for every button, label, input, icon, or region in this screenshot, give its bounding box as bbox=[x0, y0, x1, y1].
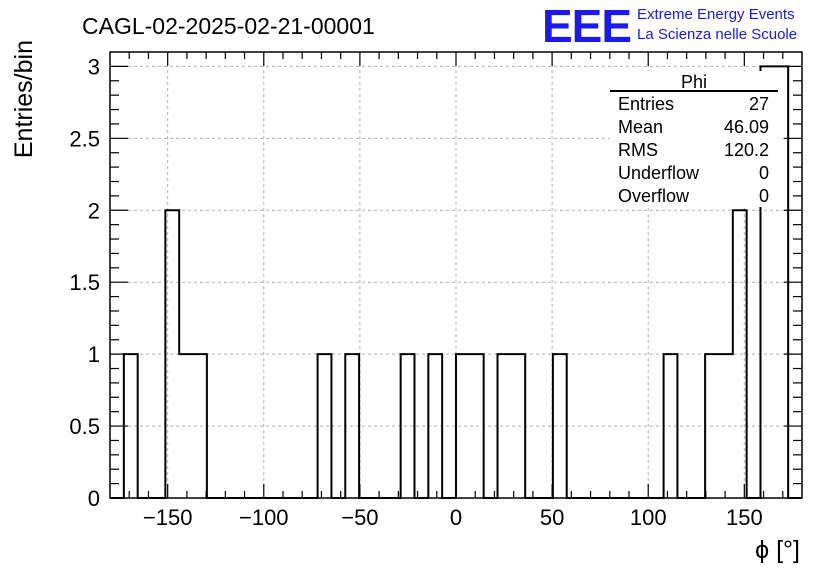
x-tick-label: 50 bbox=[540, 505, 564, 530]
axis-ticks bbox=[110, 52, 802, 498]
y-tick-label: 2 bbox=[88, 198, 100, 223]
logo-line-1: Extreme Energy Events bbox=[637, 6, 795, 23]
x-tick-label: 100 bbox=[630, 505, 667, 530]
y-tick-labels: 0 0.5 1 1.5 2 2.5 3 bbox=[69, 54, 100, 511]
stats-rows: Entries 27 Mean 46.09 RMS 120.2 Underflow 0 Over… bbox=[618, 94, 769, 206]
stats-row-value: 120.2 bbox=[724, 140, 769, 160]
stats-row-value: 27 bbox=[749, 94, 769, 114]
stats-row-label: Overflow bbox=[618, 186, 690, 206]
eee-logo: EEE Extreme Energy Events La Scienza nel… bbox=[542, 0, 797, 52]
y-tick-label: 1.5 bbox=[69, 270, 100, 295]
x-tick-label: −50 bbox=[341, 505, 378, 530]
stats-box-title: Phi bbox=[681, 72, 707, 92]
y-tick-label: 3 bbox=[88, 54, 100, 79]
stats-row-label: Mean bbox=[618, 117, 663, 137]
x-axis-label: ϕ [°] bbox=[755, 536, 800, 564]
histogram-bin bbox=[498, 354, 512, 498]
stats-row-label: RMS bbox=[618, 140, 658, 160]
y-tick-label: 0 bbox=[88, 486, 100, 511]
y-tick-label: 0.5 bbox=[69, 414, 100, 439]
stats-box: Phi Entries 27 Mean 46.09 RMS 120.2 Underflow 0… bbox=[610, 71, 778, 207]
stats-row-value: 0 bbox=[759, 163, 769, 183]
x-tick-label: −100 bbox=[239, 505, 289, 530]
logo-mark: EEE bbox=[542, 0, 631, 52]
y-tick-label: 2.5 bbox=[69, 126, 100, 151]
stats-row-label: Entries bbox=[618, 94, 674, 114]
plot-frame bbox=[109, 51, 803, 499]
x-tick-label: 150 bbox=[726, 505, 763, 530]
x-tick-label: 0 bbox=[450, 505, 462, 530]
x-tick-labels: −150 −100 −50 0 50 100 150 bbox=[143, 505, 763, 530]
y-axis-label: Entries/bin bbox=[10, 40, 38, 158]
stats-row-value: 46.09 bbox=[724, 117, 769, 137]
chart-title: CAGL-02-2025-02-21-00001 bbox=[82, 13, 375, 39]
stats-box-background bbox=[610, 71, 778, 207]
y-tick-label: 1 bbox=[88, 342, 100, 367]
stats-row-value: 0 bbox=[759, 186, 769, 206]
logo-line-2: La Scienza nelle Scuole bbox=[637, 26, 797, 43]
histogram-bin bbox=[318, 354, 332, 498]
x-tick-label: −150 bbox=[143, 505, 193, 530]
grid-lines bbox=[110, 52, 802, 498]
stats-row-label: Underflow bbox=[618, 163, 700, 183]
